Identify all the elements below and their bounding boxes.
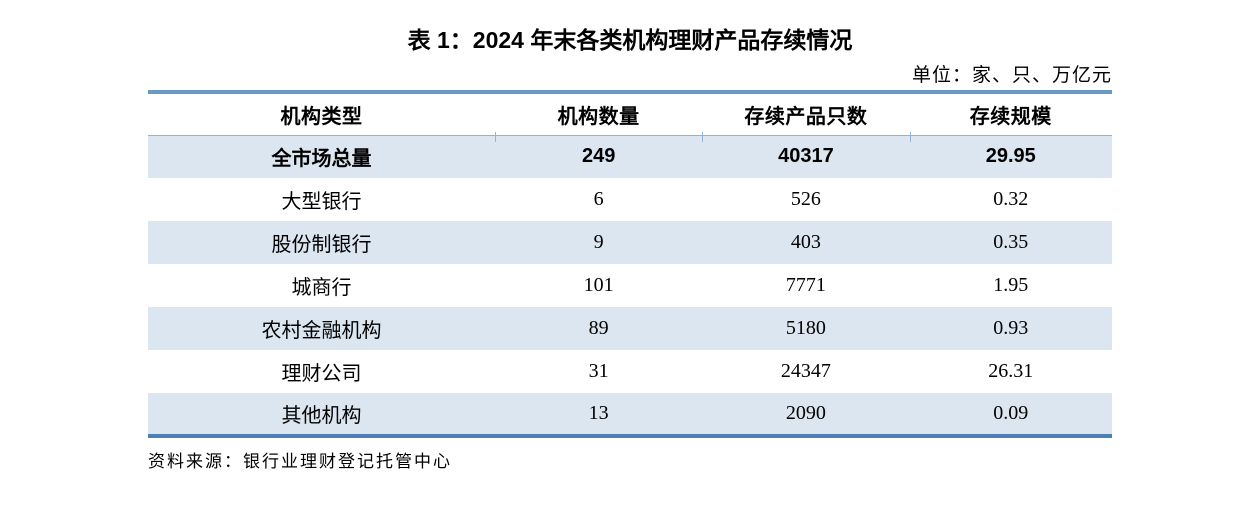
cell-institution-count: 6 bbox=[593, 188, 604, 210]
table-header: 机构类型 机构数量 存续产品只数 存续规模 bbox=[148, 92, 1112, 135]
cell-institution-type: 大型银行 bbox=[281, 191, 362, 213]
cell-product-count: 40317 bbox=[778, 145, 834, 168]
table-row: 理财公司 31 24347 26.31 bbox=[148, 350, 1112, 393]
cell-product-count: 7771 bbox=[785, 274, 826, 296]
cell-product-count: 24347 bbox=[780, 360, 831, 382]
table-row: 大型银行 6 526 0.32 bbox=[148, 178, 1112, 221]
table-area: 单位：家、只、万亿元 机构类型 机构数量 存续产品只数 存续规模 全市场总量 2… bbox=[148, 65, 1112, 438]
cell-product-count: 403 bbox=[790, 231, 821, 253]
cell-institution-type: 农村金融机构 bbox=[261, 320, 382, 342]
cell-institution-type: 其他机构 bbox=[281, 405, 362, 427]
table-row: 农村金融机构 89 5180 0.93 bbox=[148, 307, 1112, 350]
table-title: 表 1：2024 年末各类机构理财产品存续情况 bbox=[407, 27, 853, 53]
cell-product-count: 526 bbox=[790, 188, 821, 210]
cell-institution-type: 城商行 bbox=[291, 277, 352, 299]
table-row: 城商行 101 7771 1.95 bbox=[148, 264, 1112, 307]
cell-institution-count: 9 bbox=[593, 231, 604, 253]
cell-institution-count: 101 bbox=[583, 274, 614, 296]
col-header-institution-count: 机构数量 bbox=[557, 105, 640, 128]
col-header-product-count: 存续产品只数 bbox=[744, 105, 868, 128]
cell-outstanding-scale: 1.95 bbox=[993, 274, 1029, 296]
table-body: 全市场总量 249 40317 29.95 大型银行 6 526 0.32 股份… bbox=[148, 135, 1112, 436]
cell-institution-type: 全市场总量 bbox=[271, 148, 372, 171]
column-divider-tick bbox=[702, 132, 704, 142]
col-header-institution-type: 机构类型 bbox=[280, 105, 363, 128]
cell-institution-count: 249 bbox=[581, 145, 616, 168]
col-header-outstanding-scale: 存续规模 bbox=[969, 105, 1052, 128]
table-wrap: 机构类型 机构数量 存续产品只数 存续规模 全市场总量 249 40317 29… bbox=[148, 90, 1112, 438]
cell-institution-type: 理财公司 bbox=[281, 363, 362, 385]
data-table: 机构类型 机构数量 存续产品只数 存续规模 全市场总量 249 40317 29… bbox=[148, 90, 1112, 438]
column-divider-tick bbox=[495, 132, 497, 142]
cell-outstanding-scale: 0.09 bbox=[993, 402, 1029, 424]
unit-note: 单位：家、只、万亿元 bbox=[911, 65, 1112, 86]
cell-outstanding-scale: 0.35 bbox=[993, 231, 1029, 253]
cell-product-count: 5180 bbox=[785, 317, 826, 339]
cell-outstanding-scale: 29.95 bbox=[985, 145, 1036, 168]
cell-outstanding-scale: 0.93 bbox=[993, 317, 1029, 339]
cell-institution-count: 31 bbox=[588, 360, 609, 382]
cell-institution-count: 13 bbox=[588, 402, 609, 424]
header-row: 机构类型 机构数量 存续产品只数 存续规模 bbox=[148, 92, 1112, 135]
table-row: 全市场总量 249 40317 29.95 bbox=[148, 135, 1112, 178]
cell-product-count: 2090 bbox=[785, 402, 826, 424]
source-note: 资料来源：银行业理财登记托管中心 bbox=[148, 452, 452, 471]
table-row: 股份制银行 9 403 0.35 bbox=[148, 221, 1112, 264]
cell-outstanding-scale: 0.32 bbox=[993, 188, 1029, 210]
cell-institution-type: 股份制银行 bbox=[271, 234, 372, 256]
column-divider-tick bbox=[909, 132, 911, 142]
cell-institution-count: 89 bbox=[588, 317, 609, 339]
table-row: 其他机构 13 2090 0.09 bbox=[148, 393, 1112, 436]
cell-outstanding-scale: 26.31 bbox=[988, 360, 1034, 382]
